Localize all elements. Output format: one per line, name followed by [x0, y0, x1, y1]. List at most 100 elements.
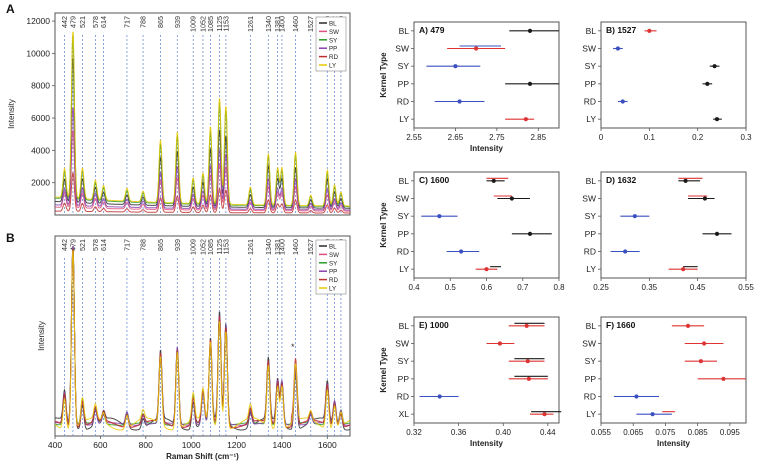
category-label: SW: [582, 44, 596, 54]
category-label: LY: [586, 409, 596, 419]
peak-label: 1153: [221, 16, 230, 31]
x-tick-label: 0.7: [517, 283, 529, 292]
x-tick-label: 0.8: [553, 283, 565, 292]
category-label: SY: [585, 61, 597, 71]
peak-label: 939: [173, 239, 182, 251]
panel-title: A) 479: [419, 25, 445, 35]
category-label: PP: [398, 229, 410, 239]
mean-point: [437, 214, 442, 219]
category-label: SW: [582, 194, 596, 204]
x-tick-label: 400: [48, 440, 62, 450]
peak-label: 521: [78, 239, 87, 251]
peak-label: 788: [139, 239, 148, 251]
mean-point: [681, 267, 686, 272]
plot-frame: [54, 12, 351, 216]
x-tick-label: 0.5: [445, 283, 457, 292]
panel-title: D) 1632: [606, 175, 637, 185]
category-label: PP: [398, 79, 410, 89]
category-label: RD: [584, 247, 596, 257]
legend-label: LY: [329, 286, 336, 293]
category-label: RD: [397, 247, 409, 257]
category-label: XL: [399, 409, 410, 419]
y-axis-label: Kernel Type: [379, 52, 388, 98]
x-tick-label: 0.085: [688, 428, 709, 437]
panel-title: F) 1660: [606, 320, 636, 330]
peak-label: 1125: [215, 16, 224, 31]
plot-frame: [600, 21, 747, 129]
x-tick-label: 0.055: [591, 428, 612, 437]
mean-point: [683, 178, 688, 183]
x-tick-label: 0.3: [740, 133, 752, 142]
peak-label: 1381: [273, 239, 282, 255]
peak-label: 1085: [206, 239, 215, 255]
peak-label: 717: [122, 16, 131, 28]
x-axis-label: Intensity: [470, 144, 503, 153]
peak-label: 1261: [246, 239, 255, 255]
plot-frame: [54, 235, 351, 437]
x-tick-label: 0.065: [623, 428, 644, 437]
x-tick-label: 0.44: [540, 428, 556, 437]
peak-label: 614: [99, 239, 108, 251]
y-tick-label: 10000: [26, 48, 50, 58]
peak-label: 1340: [264, 16, 273, 32]
mean-point: [484, 267, 489, 272]
mean-point: [497, 341, 502, 346]
spectrum-line-ly: [55, 31, 350, 207]
peak-label: 1460: [291, 16, 300, 32]
peak-label: 1009: [189, 239, 198, 255]
category-label: BL: [586, 176, 597, 186]
legend-box: [315, 239, 347, 295]
category-label: BL: [586, 26, 597, 36]
category-label: SW: [395, 44, 409, 54]
peak-label: 479: [68, 239, 77, 251]
x-tick-label: 800: [139, 440, 153, 450]
mean-point: [714, 231, 720, 236]
x-tick-label: 0.32: [406, 428, 422, 437]
plot-frame: [600, 316, 747, 424]
category-label: PP: [585, 229, 597, 239]
peak-label: 578: [91, 16, 100, 28]
x-tick-label: 2.55: [406, 133, 422, 142]
x-tick-label: 600: [93, 440, 107, 450]
plot-frame: [413, 21, 560, 129]
legend-label: LY: [329, 63, 336, 70]
annotation-asterisk: *: [291, 342, 295, 352]
legend-label: SY: [329, 260, 337, 267]
x-axis-label: Raman Shift (cm⁻¹): [166, 452, 239, 461]
peak-label: 1052: [198, 239, 207, 255]
panel-c-479: A) 479 BL SW SY PP RD LY 2.55 2.65 2.75 2.85 Intens…: [379, 21, 560, 153]
category-label: BL: [586, 321, 597, 331]
x-tick-label: 2.65: [448, 133, 464, 142]
peak-label: 788: [139, 16, 148, 28]
category-label: BL: [399, 176, 410, 186]
category-label: PP: [585, 79, 597, 89]
y-axis-label: Intensity: [7, 99, 16, 129]
legend-label: PP: [329, 269, 337, 276]
mean-point: [721, 376, 726, 381]
panel-e-1600: C) 1600 BL SW SY PP RD LY 0.4 0.5 0.6 0.7 0.8 Kernel…: [379, 171, 565, 292]
legend-label: SY: [329, 37, 337, 44]
x-tick-label: 1400: [272, 440, 291, 450]
x-tick-label: 1200: [227, 440, 246, 450]
category-label: SW: [395, 339, 409, 349]
legend-label: BL: [329, 21, 337, 28]
category-label: RD: [397, 392, 409, 402]
panel-g-1000: E) 1000 BL SW SY PP RD XL 0.32 0.36 0.40 0.44 Inten…: [379, 316, 562, 448]
peak-label: 1340: [264, 239, 273, 255]
peak-label: 1009: [189, 16, 198, 32]
category-label: BL: [399, 321, 410, 331]
spectrum-line-rd: [55, 172, 350, 214]
panel-h-1660: F) 1660 BL SW SY PP RD LY 0.055 0.065 0.075 0.085 0…: [582, 316, 747, 448]
category-label: PP: [398, 374, 410, 384]
x-tick-label: 2.85: [530, 133, 546, 142]
legend-label: RD: [329, 277, 338, 284]
peak-label: 1381: [273, 16, 282, 32]
legend-label: RD: [329, 54, 338, 61]
mean-point: [702, 196, 708, 201]
x-tick-label: 0.45: [690, 283, 706, 292]
x-tick-label: 0: [599, 133, 604, 142]
mean-point: [523, 117, 528, 122]
panel-letter: A: [6, 2, 15, 16]
category-label: SW: [395, 194, 409, 204]
